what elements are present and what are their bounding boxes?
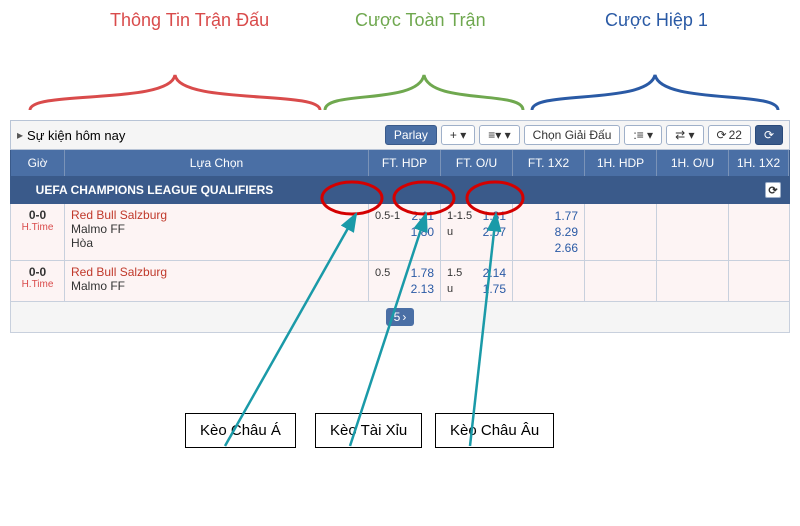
- h1-hdp-cell[interactable]: [585, 261, 657, 301]
- match-row: 0-0 H.Time Red Bull Salzburg Malmo FF 0.…: [10, 261, 790, 302]
- team-draw: Hòa: [71, 236, 362, 250]
- refresh-count: 22: [729, 128, 742, 142]
- ft-hdp-cell[interactable]: 0.5 1.782.13: [369, 261, 441, 301]
- annotation-match-info: Thông Tin Trận Đấu: [110, 10, 269, 31]
- ft-ou-cell[interactable]: 1.5u 2.141.75: [441, 261, 513, 301]
- ft-ou-cell[interactable]: 1-1.5u 1.812.07: [441, 204, 513, 260]
- refresh-icon: ⟳: [717, 128, 727, 142]
- h1-hdp-cell[interactable]: [585, 204, 657, 260]
- team-away: Malmo FF: [71, 279, 362, 293]
- bottom-callouts: Kèo Châu Á Kèo Tài Xỉu Kèo Châu Âu: [10, 333, 790, 453]
- brace-first-half: [532, 75, 778, 110]
- filter-button[interactable]: ≡▾ ▾: [479, 125, 519, 145]
- h1-1x2-cell[interactable]: [729, 204, 789, 260]
- choose-league-button[interactable]: Chọn Giải Đấu: [524, 125, 621, 145]
- h1-ou-cell[interactable]: [657, 261, 729, 301]
- league-name: UEFA CHAMPIONS LEAGUE QUALIFIERS: [36, 183, 274, 197]
- annotation-first-half: Cược Hiệp 1: [605, 10, 708, 31]
- callout-over-under: Kèo Tài Xỉu: [315, 413, 422, 448]
- callout-asian-handicap: Kèo Châu Á: [185, 413, 296, 448]
- ft-hdp-cell[interactable]: 0.5-1 2.111.80: [369, 204, 441, 260]
- ft-1x2-cell[interactable]: 1.778.292.66: [513, 204, 585, 260]
- header-ft-hdp[interactable]: FT. HDP: [369, 150, 441, 176]
- header-selection: Lựa Chọn: [65, 150, 369, 176]
- sort-button[interactable]: ⇄ ▾: [666, 125, 703, 145]
- pagination: 5›: [10, 302, 790, 333]
- header-1h-hdp[interactable]: 1H. HDP: [585, 150, 657, 176]
- header-ft-1x2[interactable]: FT. 1X2: [513, 150, 585, 176]
- callout-european: Kèo Châu Âu: [435, 413, 554, 448]
- brace-match-info: [30, 75, 320, 110]
- score: 0-0: [17, 208, 58, 222]
- header-1h-1x2[interactable]: 1H. 1X2: [729, 150, 789, 176]
- brace-row: [10, 50, 790, 120]
- match-status: H.Time: [17, 222, 58, 233]
- annotation-full-time: Cược Toàn Trận: [355, 10, 486, 31]
- refresh-count-button[interactable]: ⟳22: [708, 125, 751, 145]
- match-row: 0-0 H.Time Red Bull Salzburg Malmo FF Hò…: [10, 204, 790, 261]
- parlay-button[interactable]: Parlay: [385, 125, 437, 145]
- header-ft-ou[interactable]: FT. O/U: [441, 150, 513, 176]
- team-home: Red Bull Salzburg: [71, 265, 362, 279]
- league-refresh-icon[interactable]: ⟳: [765, 182, 781, 198]
- teams-cell: Red Bull Salzburg Malmo FF: [65, 261, 369, 301]
- match-status: H.Time: [17, 279, 58, 290]
- list-view-button[interactable]: :≡ ▾: [624, 125, 662, 145]
- page-button[interactable]: 5›: [386, 308, 415, 326]
- top-annotation-row: Thông Tin Trận Đấu Cược Toàn Trận Cược H…: [10, 10, 790, 50]
- team-home: Red Bull Salzburg: [71, 208, 362, 222]
- ft-1x2-cell[interactable]: [513, 261, 585, 301]
- toolbar-title: Sự kiện hôm nay: [27, 128, 125, 143]
- match-time-cell: 0-0 H.Time: [11, 204, 65, 260]
- brace-full-time: [325, 75, 523, 110]
- caret-icon[interactable]: ▸: [17, 128, 23, 142]
- table-header: Giờ Lựa Chọn FT. HDP FT. O/U FT. 1X2 1H.…: [10, 150, 790, 176]
- toolbar: ▸ Sự kiện hôm nay Parlay + ▾ ≡▾ ▾ Chọn G…: [10, 120, 790, 150]
- team-away: Malmo FF: [71, 222, 362, 236]
- match-time-cell: 0-0 H.Time: [11, 261, 65, 301]
- league-header[interactable]: UEFA CHAMPIONS LEAGUE QUALIFIERS ⟳: [10, 176, 790, 204]
- teams-cell: Red Bull Salzburg Malmo FF Hòa: [65, 204, 369, 260]
- header-1h-ou[interactable]: 1H. O/U: [657, 150, 729, 176]
- score: 0-0: [17, 265, 58, 279]
- h1-1x2-cell[interactable]: [729, 261, 789, 301]
- header-time: Giờ: [11, 150, 65, 176]
- h1-ou-cell[interactable]: [657, 204, 729, 260]
- add-button[interactable]: + ▾: [441, 125, 475, 145]
- refresh-button[interactable]: ⟳: [755, 125, 783, 145]
